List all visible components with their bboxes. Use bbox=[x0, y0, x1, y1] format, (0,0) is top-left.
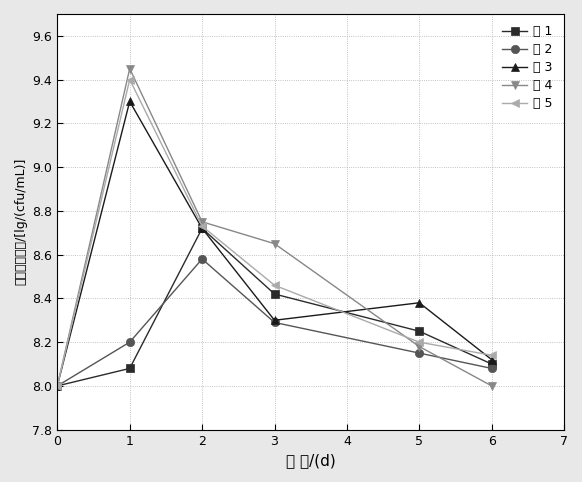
Line: 组 1: 组 1 bbox=[53, 224, 496, 390]
Line: 组 5: 组 5 bbox=[53, 75, 496, 390]
组 4 bbox=[198, 219, 205, 225]
组 2 bbox=[54, 383, 61, 389]
组 3 bbox=[488, 357, 495, 362]
组 2 bbox=[488, 365, 495, 371]
组 4 bbox=[416, 344, 423, 349]
组 1 bbox=[126, 365, 133, 371]
Line: 组 3: 组 3 bbox=[53, 97, 496, 390]
组 2 bbox=[198, 256, 205, 262]
Legend: 组 1, 组 2, 组 3, 组 4, 组 5: 组 1, 组 2, 组 3, 组 4, 组 5 bbox=[497, 20, 558, 115]
Line: 组 2: 组 2 bbox=[53, 255, 496, 390]
组 1 bbox=[198, 226, 205, 231]
组 5 bbox=[126, 77, 133, 82]
组 1 bbox=[488, 361, 495, 367]
Line: 组 4: 组 4 bbox=[53, 65, 496, 390]
组 3 bbox=[271, 317, 278, 323]
组 4 bbox=[488, 383, 495, 389]
组 5 bbox=[488, 352, 495, 358]
组 3 bbox=[416, 300, 423, 306]
组 2 bbox=[416, 350, 423, 356]
组 5 bbox=[198, 223, 205, 229]
组 5 bbox=[271, 282, 278, 288]
组 5 bbox=[416, 339, 423, 345]
组 3 bbox=[126, 98, 133, 104]
Y-axis label: 乳酸菌对数值/[lg/(cfu/mL)]: 乳酸菌对数值/[lg/(cfu/mL)] bbox=[14, 158, 27, 285]
组 1 bbox=[54, 383, 61, 389]
组 4 bbox=[126, 66, 133, 71]
组 3 bbox=[198, 226, 205, 231]
组 5 bbox=[54, 383, 61, 389]
组 2 bbox=[271, 320, 278, 325]
X-axis label: 时 间/(d): 时 间/(d) bbox=[286, 453, 336, 468]
组 1 bbox=[271, 291, 278, 297]
组 1 bbox=[416, 328, 423, 334]
组 3 bbox=[54, 383, 61, 389]
组 2 bbox=[126, 339, 133, 345]
组 4 bbox=[54, 383, 61, 389]
组 4 bbox=[271, 241, 278, 247]
